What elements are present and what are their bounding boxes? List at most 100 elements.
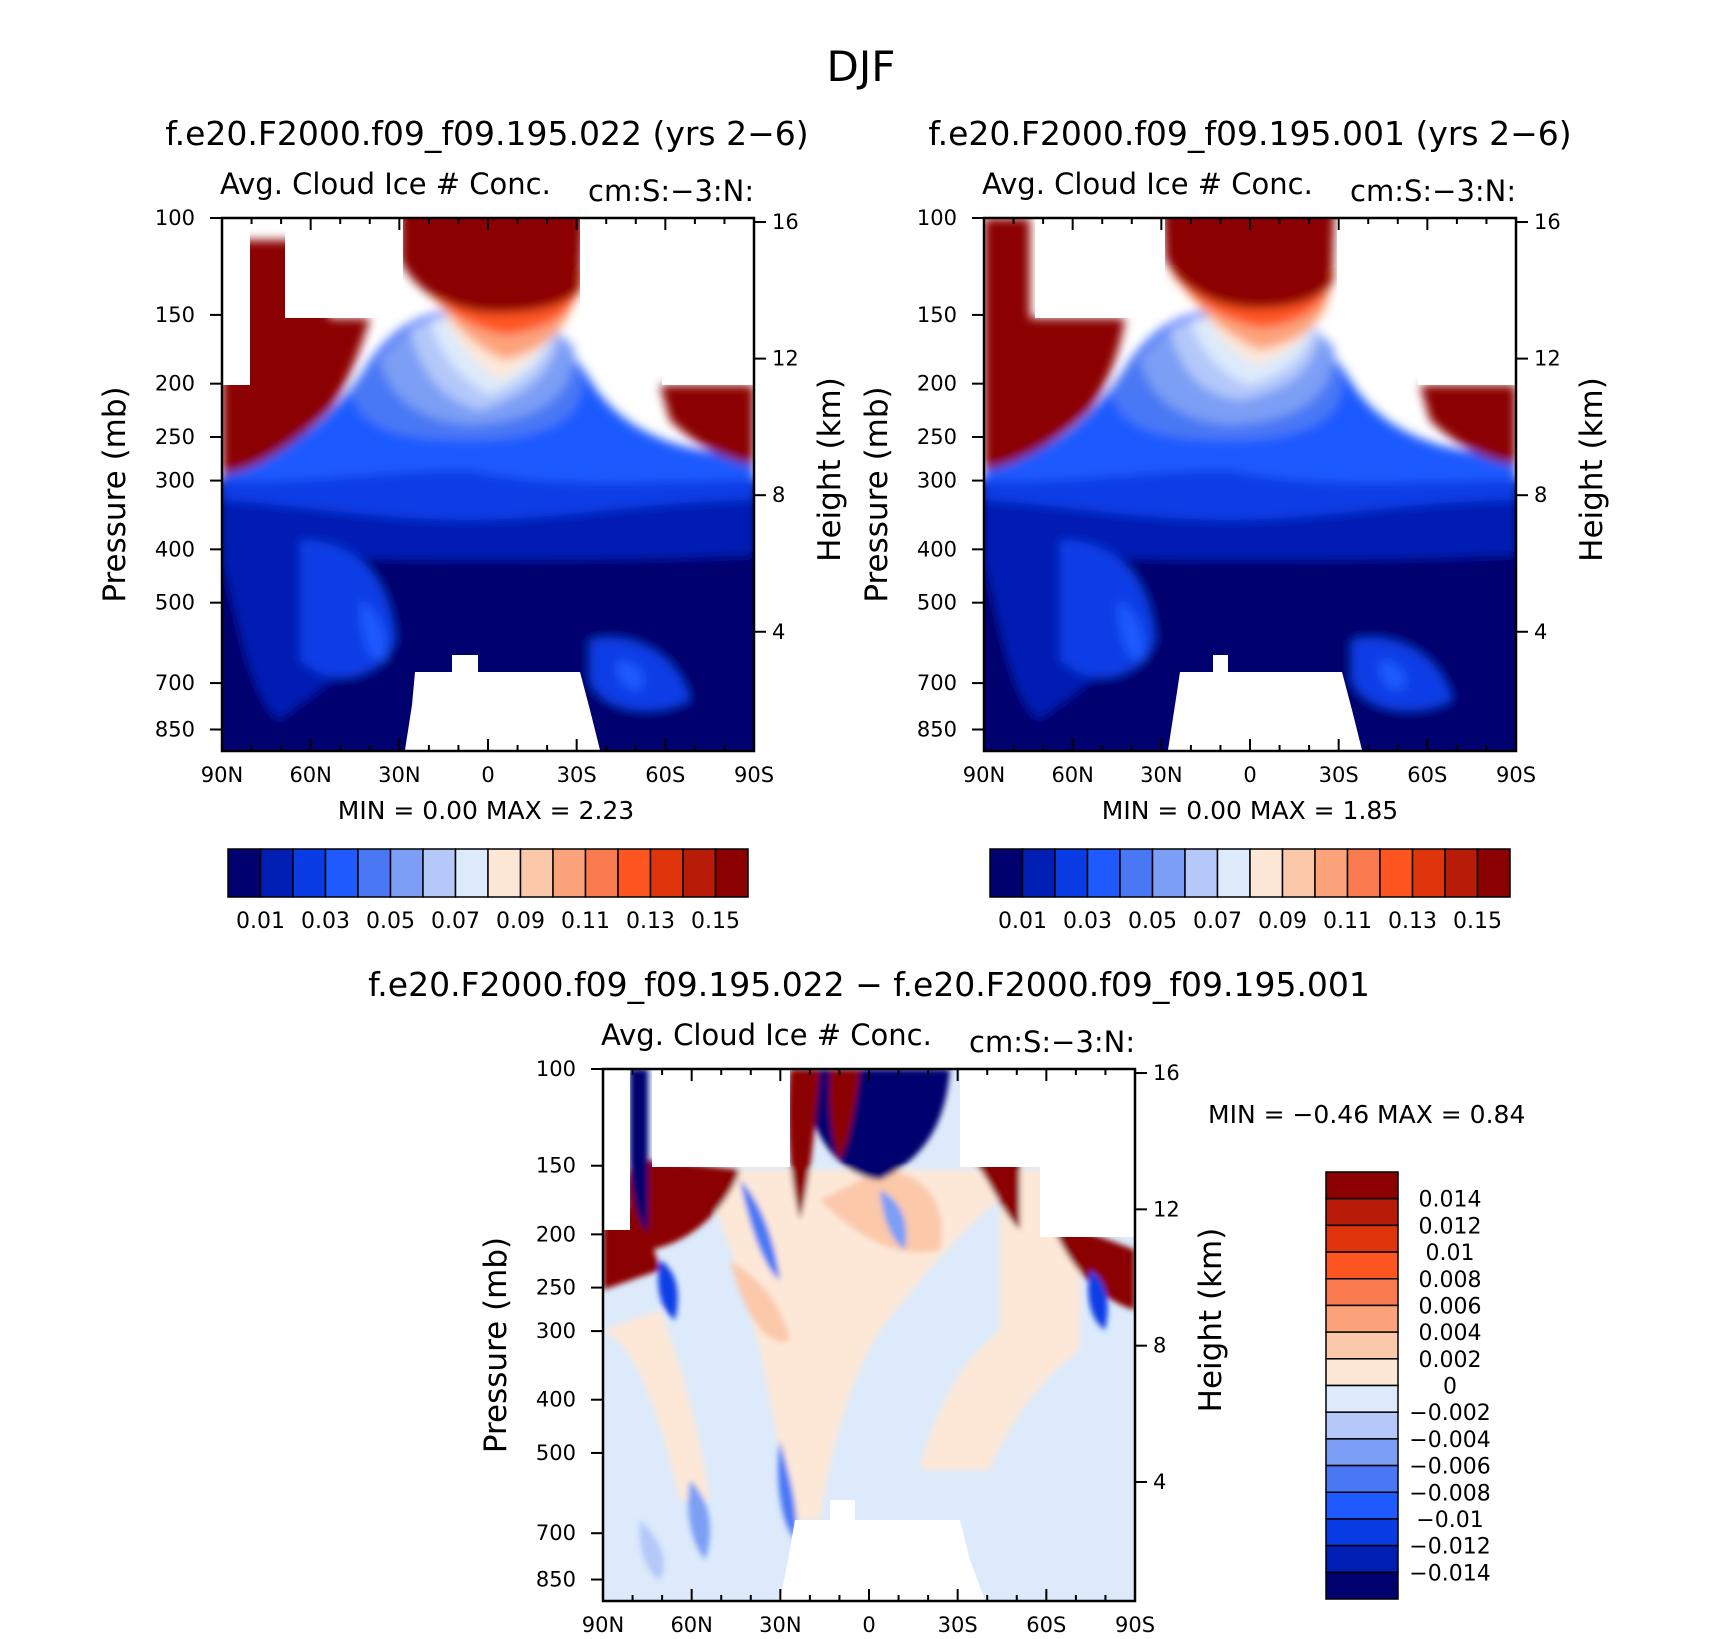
- panel-right-y-tick-label: 500: [917, 591, 957, 615]
- panel-right-y-right-tick-label: 16: [1534, 210, 1561, 234]
- panel-diff-colorbar-label: 0.002: [1419, 1348, 1482, 1373]
- panel-right-y-right-tick-label: 4: [1534, 620, 1547, 644]
- panel-diff-y-tick-label: 250: [536, 1276, 576, 1300]
- panel-left-colorbar-box: [714, 848, 749, 898]
- panel-right-colorbar-box: [1346, 848, 1381, 898]
- panel-diff-colorbar-label: −0.002: [1409, 1401, 1490, 1426]
- panel-diff-colorbar-label: 0.01: [1426, 1241, 1475, 1266]
- panel-diff-y-tick-label: 150: [536, 1154, 576, 1178]
- panel-left-units: cm:S:−3:N:: [588, 174, 754, 208]
- panel-right-colorbar-box: [1119, 848, 1154, 898]
- panel-diff-y-right-tick-label: 4: [1153, 1470, 1166, 1494]
- panel-left-colorbar-box: [649, 848, 684, 898]
- panel-left-y-tick-label: 700: [155, 671, 195, 695]
- panel-right-y-tick-label: 100: [917, 206, 957, 230]
- panel-right: f.e20.F2000.f09_f09.195.001 (yrs 2−6) Av…: [928, 114, 1572, 753]
- panel-diff-colorbar-box: [1325, 1171, 1399, 1200]
- panel-diff-colorbar-label: −0.008: [1409, 1481, 1490, 1506]
- panel-diff-colorbar-label: −0.006: [1409, 1455, 1490, 1480]
- panel-diff-subtitle: Avg. Cloud Ice # Conc.: [601, 1018, 932, 1052]
- panel-left-colorbar-box: [617, 848, 652, 898]
- panel-diff-colorbar-box: [1325, 1411, 1399, 1440]
- panel-left-subtitle: Avg. Cloud Ice # Conc.: [220, 167, 551, 201]
- panel-diff-y-right-tick-label: 8: [1153, 1334, 1166, 1358]
- figure-title: DJF: [827, 42, 896, 91]
- panel-diff-y-tick-label: 200: [536, 1222, 576, 1246]
- panel-left-x-tick-label: 30N: [378, 763, 420, 787]
- panel-left-colorbar-label: 0.01: [236, 909, 285, 934]
- panel-diff-colorbar-box: [1325, 1438, 1399, 1467]
- panel-right-ylabel: Pressure (mb): [859, 386, 895, 602]
- panel-diff-ylabel-right: Height (km): [1193, 1228, 1229, 1413]
- panel-diff-units: cm:S:−3:N:: [969, 1025, 1135, 1059]
- panel-diff-colorbar-label: −0.012: [1409, 1535, 1490, 1560]
- panel-diff-title: f.e20.F2000.f09_f09.195.022 − f.e20.F200…: [368, 965, 1370, 1004]
- panel-left-colorbar-box: [259, 848, 294, 898]
- panel-right-colorbar-label: 0.01: [998, 909, 1047, 934]
- panel-right-axes: [972, 217, 1528, 751]
- panel-right-x-tick-label: 0: [1243, 763, 1256, 787]
- panel-right-y-tick-label: 200: [917, 372, 957, 396]
- panel-diff-colorbar-label: 0.006: [1419, 1294, 1482, 1319]
- panel-left-colorbar-box: [357, 848, 392, 898]
- panel-left-colorbar-box: [682, 848, 717, 898]
- panel-left-colorbar-label: 0.11: [561, 909, 610, 934]
- panel-right-y-right-tick-label: 8: [1534, 483, 1547, 507]
- panel-left-colorbar-box: [519, 848, 554, 898]
- panel-left-y-tick-label: 250: [155, 425, 195, 449]
- panel-left-x-tick-label: 30S: [557, 763, 597, 787]
- panel-left-y-tick-label: 400: [155, 537, 195, 561]
- panel-diff-colorbar-box: [1325, 1304, 1399, 1333]
- panel-left-colorbar-label: 0.15: [691, 909, 740, 934]
- panel-diff-field: [603, 1069, 1135, 1601]
- panel-right-colorbar-label: 0.09: [1258, 909, 1307, 934]
- panel-right-y-tick-label: 400: [917, 537, 957, 561]
- panel-left-colorbar: [227, 848, 749, 898]
- panel-right-colorbar-box: [1021, 848, 1056, 898]
- panel-diff-colorbar-box: [1325, 1251, 1399, 1280]
- panel-right-field: [984, 218, 1516, 751]
- panel-left-y-tick-label: 500: [155, 591, 195, 615]
- panel-right-x-tick-label: 30S: [1319, 763, 1359, 787]
- panel-right-y-tick-label: 850: [917, 718, 957, 742]
- panel-left-colorbar-label: 0.05: [366, 909, 415, 934]
- panel-left-colorbar-label: 0.03: [301, 909, 350, 934]
- panel-diff-x-tick-label: 30N: [759, 1613, 801, 1637]
- panel-diff-y-tick-label: 500: [536, 1441, 576, 1465]
- panel-left-y-right-tick-label: 12: [772, 347, 799, 371]
- panel-diff-colorbar-label: −0.01: [1416, 1508, 1483, 1533]
- panel-right-x-tick-label: 60S: [1407, 763, 1447, 787]
- panel-diff-colorbar-box: [1325, 1358, 1399, 1387]
- panel-left-colorbar-box: [584, 848, 619, 898]
- panel-right-y-tick-label: 700: [917, 671, 957, 695]
- panel-diff-colorbar-box: [1325, 1197, 1399, 1227]
- panel-right-colorbar-box: [1151, 848, 1186, 898]
- panel-left-x-tick-label: 0: [481, 763, 494, 787]
- panel-diff-x-tick-label: 0: [862, 1613, 875, 1637]
- panel-diff-colorbar-label: 0.008: [1419, 1268, 1482, 1293]
- panel-diff-colorbar-box: [1325, 1491, 1399, 1520]
- panel-right-colorbar-box: [1314, 848, 1349, 898]
- panel-left-colorbar-box: [292, 848, 327, 898]
- panel-diff-colorbar-label: 0.012: [1419, 1214, 1482, 1239]
- panel-left-stats: MIN = 0.00 MAX = 2.23: [338, 796, 634, 825]
- panel-diff-stats: MIN = −0.46 MAX = 0.84: [1208, 1100, 1525, 1129]
- panel-diff-colorbar-label: −0.004: [1409, 1428, 1490, 1453]
- panel-left-colorbar-box: [227, 848, 262, 898]
- panel-left-title: f.e20.F2000.f09_f09.195.022 (yrs 2−6): [165, 114, 808, 153]
- panel-left-colorbar-box: [324, 848, 359, 898]
- panel-left-colorbar-box: [389, 848, 424, 898]
- panel-diff-x-tick-label: 60S: [1026, 1613, 1066, 1637]
- panel-diff-colorbar-box: [1325, 1224, 1399, 1253]
- panel-diff-y-right-tick-label: 16: [1153, 1061, 1180, 1085]
- panel-left: f.e20.F2000.f09_f09.195.022 (yrs 2−6) Av…: [165, 114, 809, 753]
- panel-diff-x-tick-label: 90N: [582, 1613, 624, 1637]
- panel-left-ylabel: Pressure (mb): [97, 386, 133, 602]
- panel-left-field: [222, 218, 754, 751]
- panel-diff-axes: [591, 1068, 1147, 1601]
- panel-right-colorbar-box: [1411, 848, 1446, 898]
- panel-left-y-tick-label: 200: [155, 372, 195, 396]
- panel-right-colorbar-box: [1476, 848, 1511, 898]
- panel-right-colorbar-box: [1184, 848, 1219, 898]
